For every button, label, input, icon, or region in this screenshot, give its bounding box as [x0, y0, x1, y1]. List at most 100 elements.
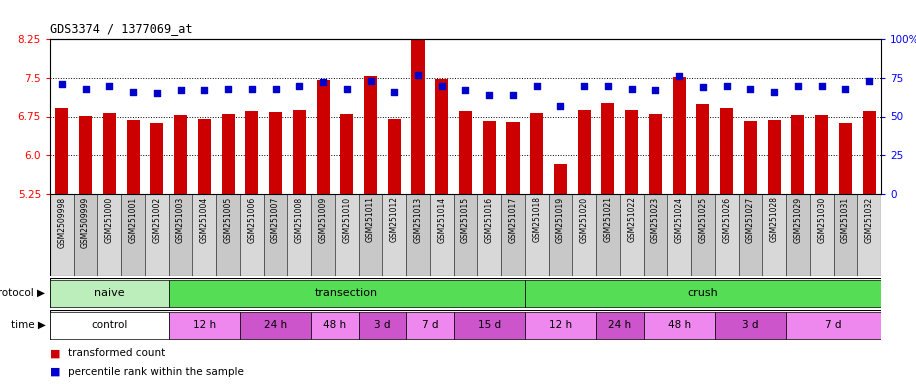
Bar — [269, 112, 282, 194]
Text: GSM251032: GSM251032 — [865, 197, 874, 243]
Text: GSM251016: GSM251016 — [485, 197, 494, 243]
Text: GSM251015: GSM251015 — [461, 197, 470, 243]
Point — [791, 83, 805, 89]
Text: naive: naive — [94, 288, 125, 298]
Text: GSM251023: GSM251023 — [651, 197, 660, 243]
Point — [506, 92, 520, 98]
Bar — [50, 311, 169, 339]
Bar — [222, 114, 234, 194]
Text: ■: ■ — [50, 367, 60, 377]
Bar — [169, 280, 525, 306]
Text: GSM251024: GSM251024 — [675, 197, 683, 243]
Bar — [744, 121, 757, 194]
Point — [410, 71, 425, 78]
Text: GSM251020: GSM251020 — [580, 197, 589, 243]
Bar — [738, 194, 762, 276]
Bar — [453, 194, 477, 276]
Bar — [288, 194, 311, 276]
Point — [340, 86, 354, 92]
Bar — [810, 194, 834, 276]
Bar — [696, 104, 710, 194]
Text: GSM251027: GSM251027 — [746, 197, 755, 243]
Bar — [97, 194, 121, 276]
Bar — [714, 194, 738, 276]
Text: GSM251001: GSM251001 — [128, 197, 137, 243]
Text: 48 h: 48 h — [668, 320, 691, 330]
Bar — [620, 194, 644, 276]
Bar — [768, 120, 780, 194]
Point — [268, 86, 283, 92]
Point — [292, 83, 307, 89]
Bar — [293, 110, 306, 194]
Bar — [121, 194, 145, 276]
Bar — [382, 194, 406, 276]
Text: transection: transection — [315, 288, 378, 298]
Bar — [644, 194, 668, 276]
Bar — [169, 194, 192, 276]
Bar — [644, 311, 714, 339]
Point — [553, 103, 568, 109]
Bar — [264, 194, 288, 276]
Text: GSM251014: GSM251014 — [437, 197, 446, 243]
Bar — [786, 311, 881, 339]
Bar — [839, 123, 852, 194]
Point — [719, 83, 734, 89]
Bar — [578, 110, 591, 194]
Text: GSM251000: GSM251000 — [104, 197, 114, 243]
Point — [601, 83, 616, 89]
Text: GSM251029: GSM251029 — [793, 197, 802, 243]
Text: crush: crush — [688, 288, 718, 298]
Bar — [525, 280, 881, 306]
Text: GSM251021: GSM251021 — [604, 197, 613, 242]
Bar — [406, 311, 453, 339]
Point — [695, 84, 710, 90]
Bar — [791, 115, 804, 194]
Text: transformed count: transformed count — [69, 348, 166, 358]
Bar — [672, 77, 686, 194]
Point — [671, 73, 686, 79]
Text: 3 d: 3 d — [374, 320, 390, 330]
Text: GSM251005: GSM251005 — [224, 197, 233, 243]
Text: 7 d: 7 d — [825, 320, 842, 330]
Bar — [240, 311, 311, 339]
Bar — [169, 311, 240, 339]
Point — [197, 87, 212, 93]
Bar — [192, 194, 216, 276]
Bar — [126, 120, 139, 194]
Text: GSM251022: GSM251022 — [627, 197, 637, 242]
Text: GSM251011: GSM251011 — [366, 197, 375, 242]
Bar — [863, 111, 876, 194]
Bar — [103, 113, 116, 194]
Bar — [174, 115, 187, 194]
Bar — [501, 194, 525, 276]
Bar — [411, 35, 424, 194]
Bar — [216, 194, 240, 276]
Text: protocol ▶: protocol ▶ — [0, 288, 46, 298]
Text: 12 h: 12 h — [192, 320, 216, 330]
Point — [577, 83, 592, 89]
Text: 24 h: 24 h — [264, 320, 287, 330]
Bar — [549, 194, 572, 276]
Bar — [364, 76, 377, 194]
Text: GSM251012: GSM251012 — [390, 197, 398, 242]
Point — [743, 86, 758, 92]
Point — [458, 87, 473, 93]
Bar — [626, 110, 638, 194]
Bar — [387, 119, 401, 194]
Bar — [649, 114, 662, 194]
Bar — [668, 194, 691, 276]
Bar — [406, 194, 430, 276]
Text: GSM251017: GSM251017 — [508, 197, 518, 243]
Bar — [530, 113, 543, 194]
Bar — [525, 311, 596, 339]
Point — [649, 87, 663, 93]
Bar — [359, 194, 382, 276]
Bar — [453, 311, 525, 339]
Text: 7 d: 7 d — [421, 320, 438, 330]
Text: GSM251003: GSM251003 — [176, 197, 185, 243]
Bar — [435, 79, 448, 194]
Bar — [340, 114, 354, 194]
Point — [245, 86, 259, 92]
Text: GSM251006: GSM251006 — [247, 197, 256, 243]
Text: GSM251026: GSM251026 — [722, 197, 731, 243]
